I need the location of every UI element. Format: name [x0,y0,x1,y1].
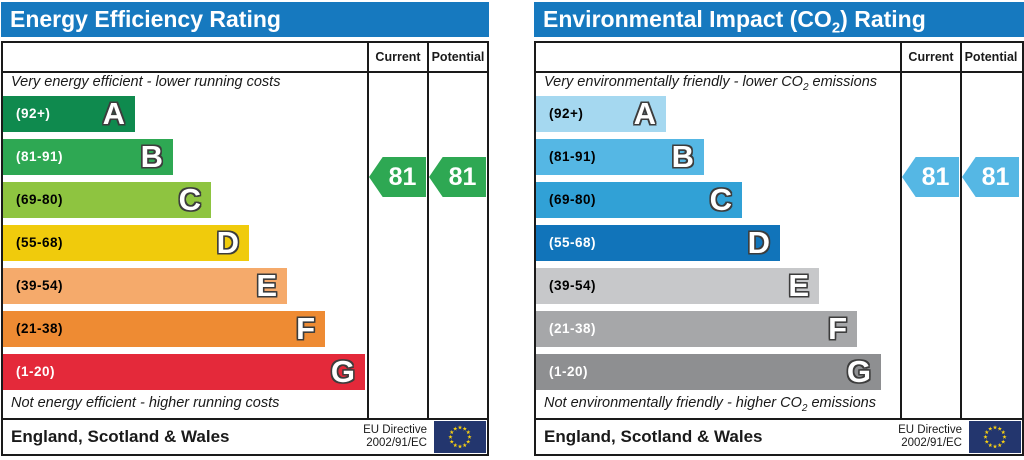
region-label: England, Scotland & Wales [11,427,230,446]
band-d: (55-68) D [3,225,249,261]
chart-title: Energy Efficiency Rating [1,2,489,37]
band-letter: F [296,311,315,346]
band-letter: A [102,96,125,131]
chart-title: Environmental Impact (CO2) Rating [534,2,1024,37]
column-header-potential: Potential [964,50,1018,64]
band-range-label: (55-68) [16,235,64,250]
band-letter: B [140,139,163,174]
band-range-label: (39-54) [549,278,597,293]
band-letter: B [671,139,694,174]
bottom-caption: Not energy efficient - higher running co… [11,395,280,411]
band-a: (92+) A [536,96,666,132]
band-g: (1-20) G [3,354,365,390]
band-range-label: (39-54) [16,278,64,293]
eu-flag-icon [434,421,486,453]
band-range-label: (92+) [16,106,51,121]
band-range-label: (69-80) [549,192,597,207]
environmental-impact-chart: Environmental Impact (CO2) Rating Curren… [534,2,1024,456]
column-header-current: Current [908,50,954,64]
band-range-label: (21-38) [16,321,64,336]
eu-flag-icon [969,421,1021,453]
band-a: (92+) A [3,96,135,132]
header-row-divider [536,71,1022,73]
band-c: (69-80) C [536,182,742,218]
current-rating-value: 81 [388,162,417,191]
band-letter: F [828,311,847,346]
band-f: (21-38) F [3,311,325,347]
band-range-label: (69-80) [16,192,64,207]
band-letter: E [256,268,277,303]
chart-title-text-post: ) Rating [840,6,926,32]
band-letter: D [747,225,770,260]
band-g: (1-20) G [536,354,881,390]
chart-title-text: Environmental Impact (CO [543,6,832,32]
band-letter: A [633,96,656,131]
eu-directive-label: EU Directive 2002/91/EC [898,424,962,449]
band-c: (69-80) C [3,182,211,218]
band-letter: D [216,225,239,260]
current-rating-value: 81 [921,162,950,191]
current-rating-arrow: 81 [902,157,959,197]
column-header-potential: Potential [431,50,485,64]
chart-title-subscript: 2 [831,19,841,37]
band-range-label: (21-38) [549,321,597,336]
band-e: (39-54) E [536,268,819,304]
potential-rating-value: 81 [448,162,477,191]
band-letter: E [788,268,809,303]
column-divider [960,43,962,418]
rating-bands: (92+) A (81-91) B (69-80) C (55-68) D (3… [3,96,365,397]
top-caption: Very energy efficient - lower running co… [11,74,281,90]
band-range-label: (1-20) [16,364,56,379]
footer-row-divider [3,418,487,420]
energy-efficiency-chart: Energy Efficiency Rating Current Potenti… [1,2,489,456]
eu-directive-label: EU Directive 2002/91/EC [363,424,427,449]
band-letter: G [330,354,355,389]
column-header-current: Current [375,50,421,64]
band-b: (81-91) B [536,139,704,175]
bottom-caption: Not environmentally friendly - higher CO… [544,395,876,414]
band-b: (81-91) B [3,139,173,175]
potential-rating-value: 81 [981,162,1010,191]
band-range-label: (81-91) [16,149,64,164]
chart-footer: England, Scotland & Wales EU Directive 2… [536,420,1022,454]
top-caption: Very environmentally friendly - lower CO… [544,74,878,93]
band-range-label: (92+) [549,106,584,121]
band-range-label: (1-20) [549,364,589,379]
band-range-label: (81-91) [549,149,597,164]
chart-footer: England, Scotland & Wales EU Directive 2… [3,420,487,454]
rating-table: Current Potential Very environmentally f… [534,41,1024,456]
current-rating-arrow: 81 [369,157,426,197]
potential-rating-arrow: 81 [962,157,1019,197]
band-letter: C [709,182,732,217]
rating-bands: (92+) A (81-91) B (69-80) C (55-68) D (3… [536,96,881,397]
band-e: (39-54) E [3,268,287,304]
band-letter: C [178,182,201,217]
header-row-divider [3,71,487,73]
chart-title-text: Energy Efficiency Rating [10,6,281,32]
potential-rating-arrow: 81 [429,157,486,197]
band-range-label: (55-68) [549,235,597,250]
footer-row-divider [536,418,1022,420]
rating-table: Current Potential Very energy efficient … [1,41,489,456]
band-f: (21-38) F [536,311,857,347]
column-divider [427,43,429,418]
band-d: (55-68) D [536,225,780,261]
region-label: England, Scotland & Wales [544,427,763,446]
column-divider [900,43,902,418]
column-divider [367,43,369,418]
band-letter: G [846,354,871,389]
